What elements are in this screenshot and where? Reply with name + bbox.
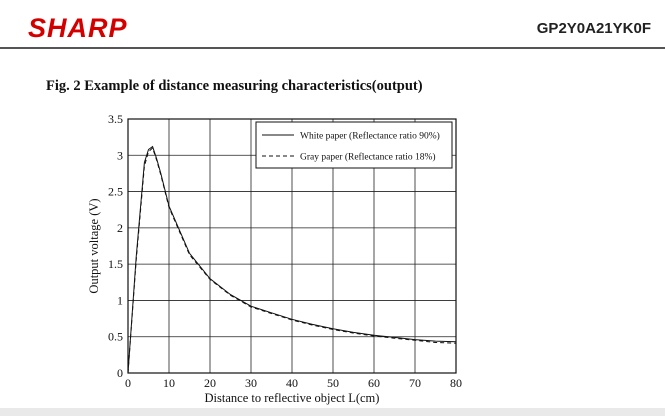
series-line-gray-paper bbox=[127, 147, 457, 374]
x-tick-label: 50 bbox=[327, 376, 339, 390]
y-tick-label: 3.5 bbox=[108, 112, 123, 126]
x-tick-label: 0 bbox=[125, 376, 131, 390]
y-tick-label: 2.5 bbox=[108, 185, 123, 199]
y-tick-label: 1.5 bbox=[108, 257, 123, 271]
sharp-logo: SHARP bbox=[28, 13, 128, 43]
series-line-white-paper bbox=[127, 145, 457, 374]
plot-frame bbox=[127, 118, 457, 374]
footer-band bbox=[0, 408, 665, 416]
part-number: GP2Y0A21YK0F bbox=[536, 20, 651, 37]
x-tick-label: 20 bbox=[204, 376, 216, 390]
x-tick-label: 70 bbox=[409, 376, 421, 390]
legend-entry: White paper (Reflectance ratio 90%) bbox=[300, 131, 440, 142]
x-tick-label: 30 bbox=[245, 376, 257, 390]
x-tick-label: 80 bbox=[450, 376, 462, 390]
legend-entry: Gray paper (Reflectance ratio 18%) bbox=[300, 152, 436, 163]
x-tick-label: 40 bbox=[286, 376, 298, 390]
y-tick-label: 1 bbox=[117, 293, 123, 307]
x-tick-label: 10 bbox=[163, 376, 175, 390]
figure-title: Fig. 2 Example of distance measuring cha… bbox=[46, 78, 423, 94]
header-divider bbox=[0, 47, 665, 49]
legend: White paper (Reflectance ratio 90%) Gray … bbox=[255, 121, 453, 169]
y-axis-label: Output voltage (V) bbox=[87, 198, 101, 293]
y-tick-label: 3 bbox=[117, 148, 123, 162]
x-axis-label: Distance to reflective object L(cm) bbox=[205, 391, 380, 405]
x-tick-label: 60 bbox=[368, 376, 380, 390]
y-tick-label: 0 bbox=[117, 366, 123, 380]
y-tick-label: 0.5 bbox=[108, 330, 123, 344]
legend-box bbox=[255, 121, 453, 169]
y-tick-label: 2 bbox=[117, 221, 123, 235]
